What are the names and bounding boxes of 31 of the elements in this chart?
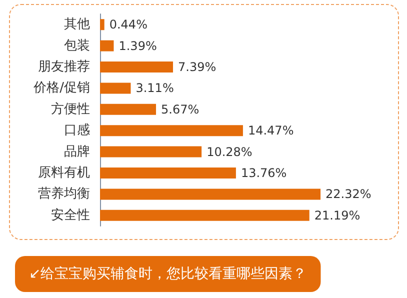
data-label: 0.44% bbox=[109, 18, 148, 32]
bar bbox=[100, 168, 236, 178]
y-tick-label: 口感 bbox=[64, 123, 90, 138]
y-tick-label: 安全性 bbox=[51, 206, 90, 223]
y-tick-label: 价格/促销 bbox=[32, 80, 90, 96]
y-tick-label: 品牌 bbox=[64, 144, 90, 160]
bar bbox=[100, 40, 114, 52]
bar bbox=[100, 188, 321, 200]
bar bbox=[100, 19, 104, 30]
data-label: 22.32% bbox=[326, 187, 372, 202]
data-label: 5.67% bbox=[161, 102, 200, 116]
y-tick-label: 其他 bbox=[64, 17, 90, 32]
data-label: 14.47% bbox=[248, 124, 294, 138]
bar bbox=[100, 104, 156, 115]
bar bbox=[100, 62, 174, 72]
bar bbox=[100, 125, 243, 136]
y-tick-label: 包装 bbox=[64, 38, 90, 54]
text: ↙给宝宝购买辅食时，您比较看重哪些因素？ bbox=[29, 266, 307, 282]
data-label: 3.11% bbox=[136, 81, 174, 96]
y-tick-label: 方便性 bbox=[51, 100, 90, 117]
y-tick-label: 营养均衡 bbox=[38, 186, 90, 202]
data-label: 7.39% bbox=[178, 60, 216, 74]
data-label: 10.28% bbox=[206, 144, 252, 159]
data-label: 21.19% bbox=[314, 208, 360, 222]
bar bbox=[100, 146, 202, 158]
y-tick-label: 原料有机 bbox=[38, 166, 90, 180]
data-label: 13.76% bbox=[240, 166, 287, 180]
data-label: 1.39% bbox=[118, 38, 157, 53]
bar bbox=[100, 210, 310, 221]
y-tick-label: 朋友推荐 bbox=[38, 60, 90, 74]
bar bbox=[100, 82, 131, 94]
